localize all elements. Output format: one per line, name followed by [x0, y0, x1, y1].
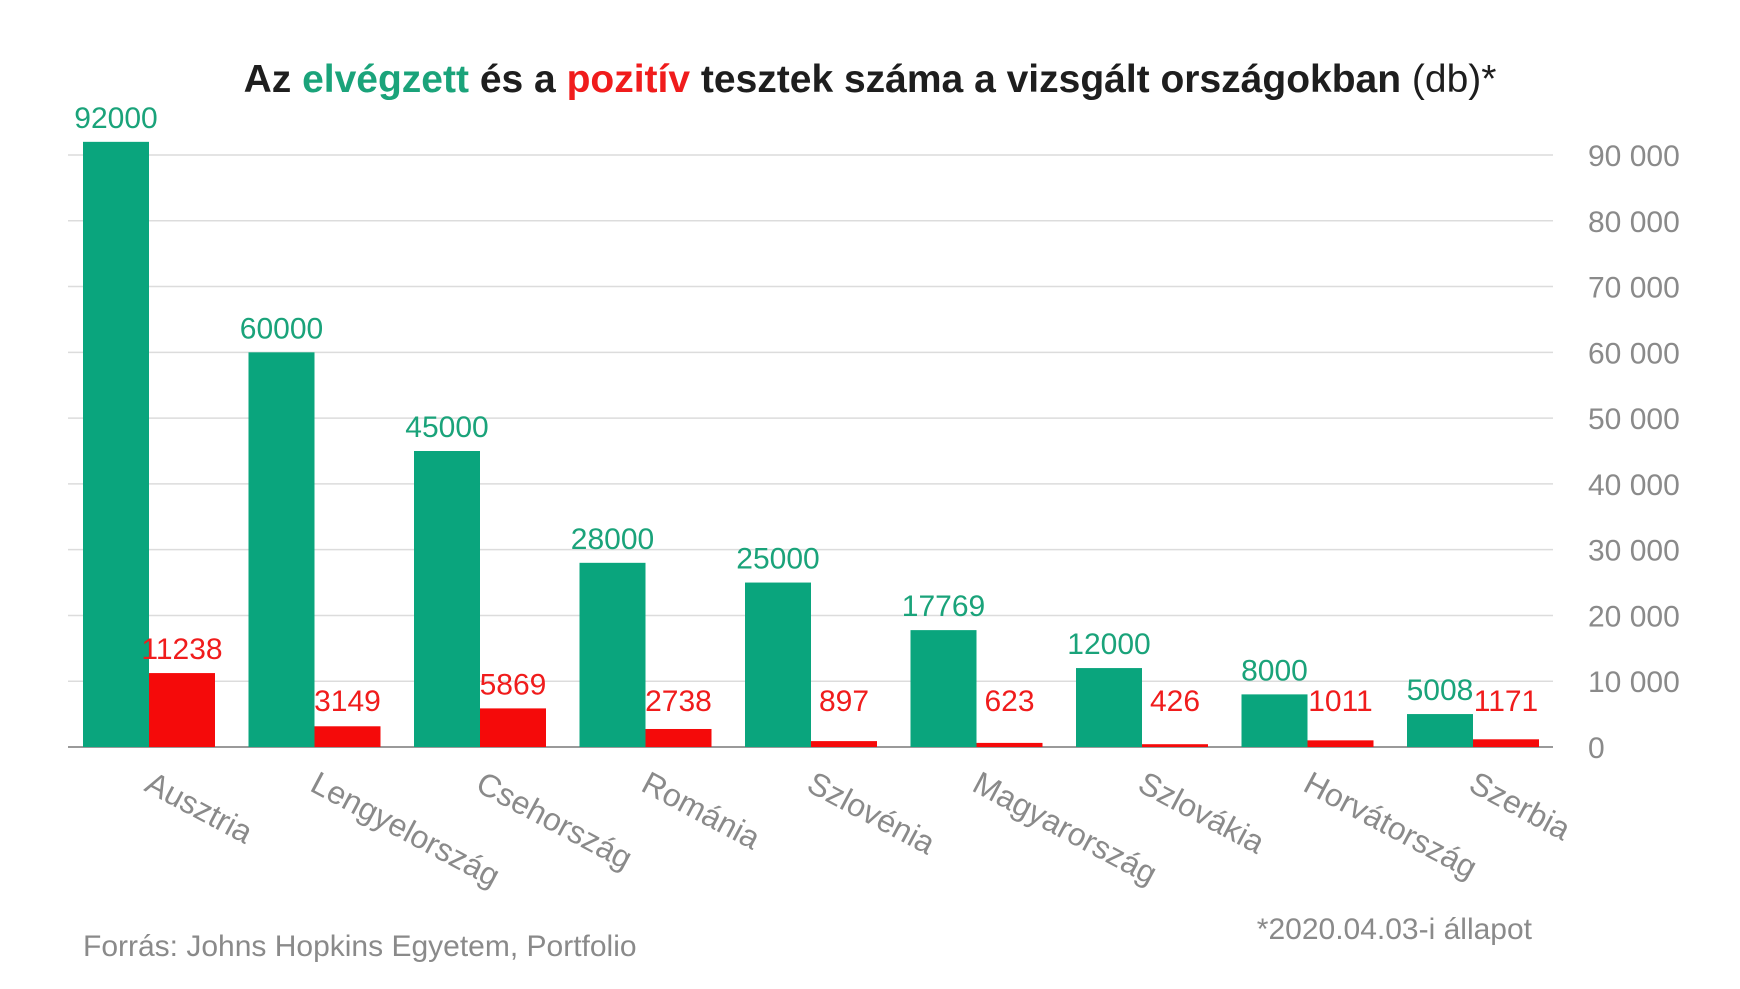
data-label-positive: 2738: [645, 685, 712, 718]
y-tick-label: 20 000: [1588, 600, 1680, 633]
bar-tested: [1076, 668, 1142, 747]
bar-positive: [480, 708, 546, 747]
y-tick-label: 0: [1588, 732, 1605, 765]
data-label-tested: 8000: [1241, 654, 1308, 687]
bar-tested: [248, 352, 315, 747]
date-note: *2020.04.03-i állapot: [1256, 913, 1532, 946]
x-tick-label: Szlovákia: [1133, 764, 1271, 860]
bar-positive: [1473, 739, 1539, 747]
data-label-positive: 1171: [1474, 685, 1539, 718]
data-label-positive: 3149: [314, 685, 381, 718]
bar-tested: [1241, 694, 1308, 747]
bar-tested: [83, 141, 149, 747]
bar-positive: [811, 741, 877, 747]
bar-positive: [976, 742, 1043, 747]
title-part-3: és a: [479, 58, 556, 101]
bar-tested: [579, 562, 646, 747]
y-tick-label: 40 000: [1588, 469, 1680, 502]
title-part-1: Az: [243, 58, 292, 101]
bar-positive: [149, 673, 215, 747]
bar-positive: [1307, 740, 1374, 747]
y-tick-label: 90 000: [1588, 140, 1680, 173]
chart-title: Az elvégzett és a pozitív tesztek száma …: [0, 58, 1740, 102]
data-label-positive: 11238: [141, 633, 222, 666]
data-label-tested: 60000: [240, 312, 323, 345]
source-note: Forrás: Johns Hopkins Egyetem, Portfolio: [83, 930, 637, 963]
title-unit: (db)*: [1411, 58, 1497, 101]
data-label-positive: 897: [819, 685, 869, 718]
x-tick-label: Magyarország: [967, 764, 1163, 891]
bar-tested: [414, 451, 480, 747]
data-label-positive: 623: [984, 685, 1034, 718]
data-label-positive: 426: [1150, 685, 1200, 718]
y-tick-label: 80 000: [1588, 206, 1680, 239]
bar-tested: [910, 630, 977, 747]
data-label-positive: 5869: [480, 668, 547, 701]
x-tick-label: Lengyelország: [305, 764, 506, 894]
x-tick-label: Szerbia: [1464, 764, 1577, 847]
data-label-positive: 1011: [1308, 685, 1373, 718]
data-label-tested: 17769: [902, 590, 985, 623]
y-tick-label: 50 000: [1588, 403, 1680, 436]
data-label-tested: 92000: [74, 102, 157, 135]
y-tick-label: 10 000: [1588, 666, 1680, 699]
y-tick-label: 60 000: [1588, 337, 1680, 370]
title-positive-word: pozitív: [566, 58, 691, 101]
x-tick-label: Horvátország: [1298, 764, 1483, 885]
y-tick-label: 70 000: [1588, 272, 1680, 305]
x-tick-label: Románia: [636, 764, 766, 856]
bar-tested: [745, 582, 811, 747]
x-tick-label: Szlovénia: [802, 764, 942, 861]
data-label-tested: 45000: [405, 411, 488, 444]
title-tested-word: elvégzett: [302, 58, 469, 101]
bar-positive: [645, 728, 712, 747]
data-label-tested: 25000: [736, 543, 819, 576]
data-label-tested: 12000: [1067, 628, 1150, 661]
bar-tested: [1407, 714, 1473, 747]
y-tick-label: 30 000: [1588, 535, 1680, 568]
data-label-tested: 28000: [571, 523, 654, 556]
x-tick-label: Ausztria: [140, 764, 259, 850]
title-part-5: tesztek száma a vizsgált országokban: [700, 58, 1402, 101]
bar-positive: [1142, 744, 1208, 747]
data-label-tested: 5008: [1407, 674, 1474, 707]
bar-positive: [314, 726, 381, 747]
